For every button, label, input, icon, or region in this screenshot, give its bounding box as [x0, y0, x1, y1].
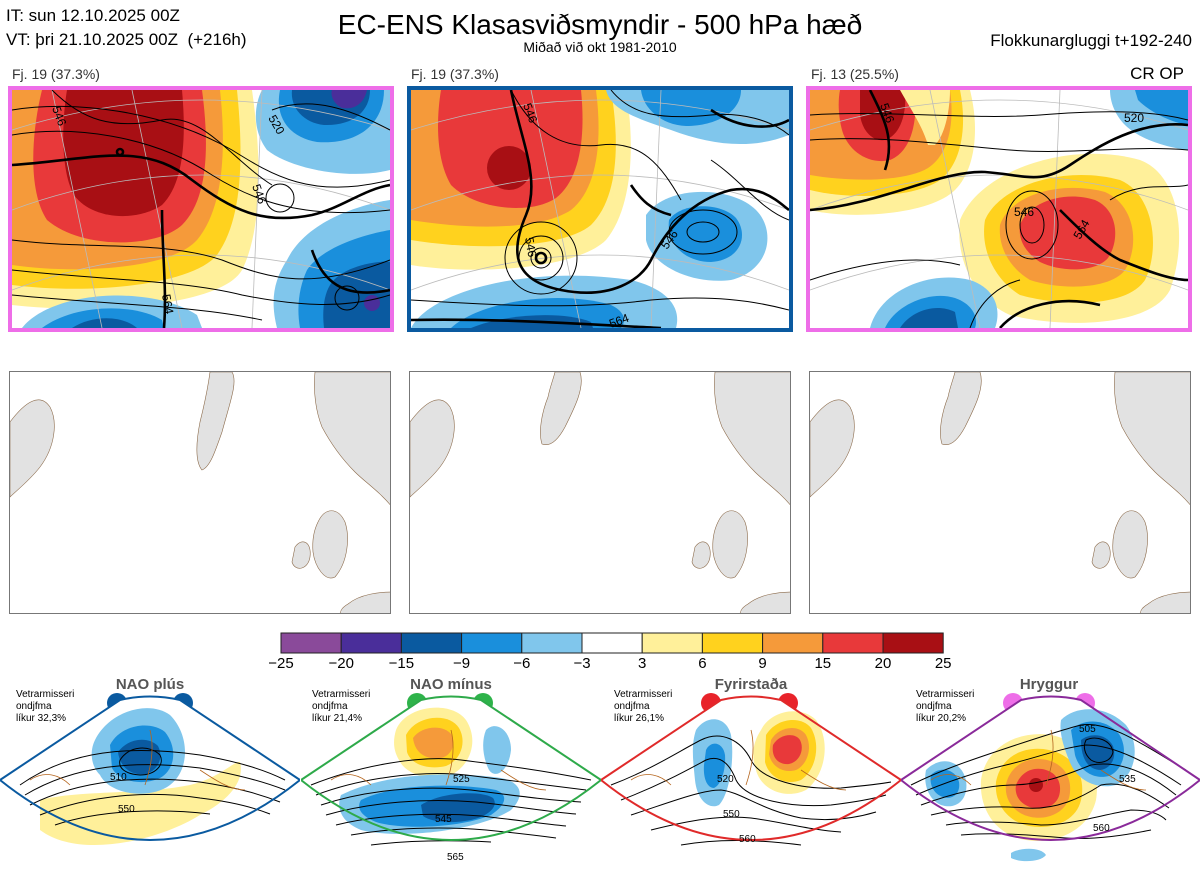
colorbar [280, 632, 944, 654]
outline-map-3 [809, 371, 1191, 614]
cluster-3-label: Fj. 13 (25.5%) [811, 66, 899, 82]
regime-2-label-545: 545 [435, 814, 452, 825]
regime-1-map: 510 550 [0, 693, 300, 846]
colorbar-cell [882, 632, 944, 654]
colorbar-tick: −15 [388, 655, 415, 672]
cluster-1-contour-546b: 546 [49, 104, 69, 128]
regime-2-label-525: 525 [453, 774, 470, 785]
page-title: EC-ENS Klasasviðsmyndir - 500 hPa hæð [337, 9, 863, 40]
colorbar-tick: −3 [573, 655, 591, 672]
regime-3-title: Fyrirstaða [714, 676, 788, 693]
regime-3-label-560: 560 [739, 834, 756, 845]
outline-map-1 [9, 371, 391, 614]
cluster-3-op-label: CR OP [1130, 64, 1184, 83]
regime-4-label-560: 560 [1093, 823, 1110, 834]
colorbar-cell [400, 632, 463, 654]
cluster-2-label: Fj. 19 (37.3%) [411, 66, 499, 82]
colorbar-tick: 15 [814, 655, 832, 672]
classification-window: Flokkunargluggi t+192-240 [990, 31, 1192, 50]
regime-2-title: NAO mínus [410, 676, 492, 693]
regime-1-outline [0, 695, 300, 841]
regime-1-label-510: 510 [110, 772, 127, 783]
colorbar-tick: 20 [874, 655, 892, 672]
regime-1-title: NAO plús [115, 676, 185, 693]
colorbar-tick: −20 [328, 655, 354, 672]
regime-4-note: Vetrarmisseri ondjfma líkur 20,2% [916, 689, 975, 724]
colorbar-tick: −6 [513, 655, 531, 672]
cluster-3-contour-546a: 546 [877, 101, 897, 125]
cluster-3-contour-520: 520 [1124, 111, 1144, 125]
colorbar-cell [461, 632, 523, 654]
regime-2-note: Vetrarmisseri ondjfma líkur 21,4% [312, 689, 371, 724]
colorbar-cell [641, 632, 703, 654]
cluster-1-contour-546: 546 [249, 182, 269, 206]
regime-1-label-550: 550 [118, 804, 135, 815]
colorbar-cell [822, 632, 884, 654]
cluster-1-map: 546 520 546 564 [8, 86, 394, 332]
cluster-3-contour-546b: 546 [1014, 205, 1034, 219]
regime-1-note: Vetrarmisseri ondjfma líkur 32,3% [16, 689, 75, 724]
colorbar-cell [280, 632, 342, 654]
colorbar-cell [762, 632, 824, 654]
regime-2-label-565: 565 [447, 852, 464, 863]
colorbar-tick: 3 [638, 655, 647, 672]
cluster-1-contour-564: 564 [159, 293, 176, 315]
colorbar-tick: 9 [758, 655, 767, 672]
colorbar-cell [701, 632, 764, 654]
colorbar-tick: −9 [453, 655, 471, 672]
regime-4-outline [901, 695, 1200, 841]
colorbar-tick: −25 [268, 655, 294, 672]
cluster-3-map: 546 520 546 564 [806, 86, 1192, 332]
regime-4-label-505: 505 [1079, 724, 1096, 735]
regime-3-map: 520 550 560 [601, 693, 901, 846]
outline-map-2 [409, 371, 791, 614]
regime-2-outline [301, 695, 601, 841]
cluster-2-contour-564: 564 [607, 311, 631, 328]
colorbar-cell [521, 632, 583, 654]
regime-3-label-550: 550 [723, 809, 740, 820]
regime-3-label-520: 520 [717, 774, 734, 785]
regime-2-map: 525 545 565 [301, 693, 601, 863]
page-subtitle: Miðað við okt 1981-2010 [523, 39, 677, 55]
regime-3-outline [601, 695, 901, 841]
initial-time: IT: sun 12.10.2025 00Z [6, 6, 180, 25]
regime-4-title: Hryggur [1019, 676, 1079, 693]
regime-4-label-535: 535 [1119, 774, 1136, 785]
colorbar-cell [340, 632, 402, 654]
colorbar-tick: 25 [934, 655, 952, 672]
colorbar-cell [581, 632, 643, 654]
cluster-2-map: 546 546 546 564 [407, 86, 793, 332]
valid-time: VT: þri 21.10.2025 00Z (+216h) [6, 30, 247, 49]
regime-3-note: Vetrarmisseri ondjfma líkur 26,1% [614, 689, 673, 724]
cluster-2-contour-546c: 546 [520, 101, 540, 125]
cluster-1-label: Fj. 19 (37.3%) [12, 66, 100, 82]
cluster-2-contour-546a: 546 [522, 236, 539, 258]
colorbar-tick: 6 [698, 655, 707, 672]
regime-4-map: 505 535 560 [901, 693, 1200, 862]
